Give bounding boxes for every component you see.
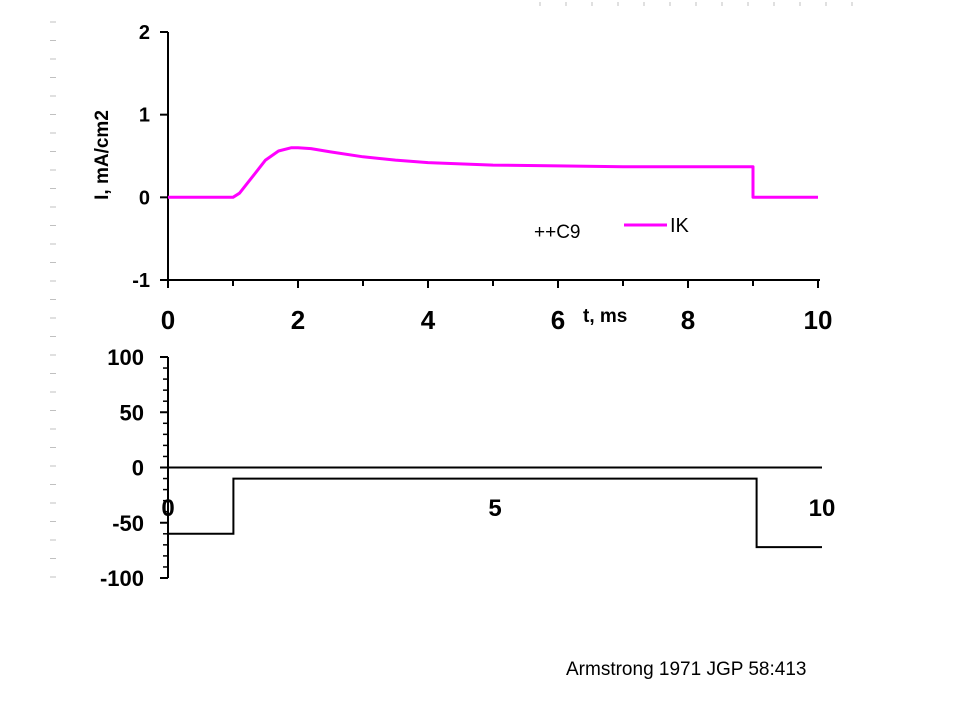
current-y-ticks <box>160 31 168 281</box>
citation-text: Armstrong 1971 JGP 58:413 <box>566 659 807 680</box>
current-plot: -1 0 1 2 0 2 4 6 8 10 I, mA/cm2 t, ms ++C9 IK <box>92 22 832 335</box>
x-tick-label: 0 <box>161 305 175 335</box>
y-tick-label: 50 <box>120 400 144 425</box>
legend-label-ik: IK <box>670 215 690 237</box>
y-tick-label: 100 <box>107 345 144 370</box>
y-tick-label: -1 <box>132 270 150 292</box>
current-y-axis-title: I, mA/cm2 <box>92 110 113 200</box>
x-tick-label: 10 <box>809 495 836 522</box>
y-tick-label: 1 <box>139 105 150 127</box>
annotation-label: ++C9 <box>534 222 580 243</box>
y-tick-label: 2 <box>139 22 150 44</box>
voltage-step-line <box>168 477 822 549</box>
current-x-tick-labels: 0 2 4 6 8 10 <box>161 305 833 335</box>
x-tick-label: 2 <box>291 305 305 335</box>
slide-margin-dashes <box>50 2 853 578</box>
y-tick-label: 0 <box>139 187 150 209</box>
x-tick-label: 5 <box>488 495 501 522</box>
current-x-axis-title: t, ms <box>583 306 627 327</box>
voltage-plot: 100 50 0 -50 -100 0 5 10 <box>100 345 835 591</box>
ik-series-line <box>168 146 818 199</box>
voltage-y-ticks <box>160 356 168 579</box>
x-tick-label: 4 <box>421 305 436 335</box>
x-tick-label: 10 <box>804 305 833 335</box>
x-tick-label: 8 <box>681 305 695 335</box>
current-x-ticks <box>167 280 819 288</box>
y-tick-label: 0 <box>132 456 144 481</box>
x-tick-label: 6 <box>551 305 565 335</box>
x-tick-label: 0 <box>161 495 174 522</box>
current-y-tick-labels: -1 0 1 2 <box>132 22 150 292</box>
voltage-x-tick-labels: 0 5 10 <box>161 495 835 522</box>
legend: IK <box>624 215 690 237</box>
y-tick-label: -100 <box>100 566 144 591</box>
voltage-y-tick-labels: 100 50 0 -50 -100 <box>100 345 144 591</box>
y-tick-label: -50 <box>112 511 144 536</box>
